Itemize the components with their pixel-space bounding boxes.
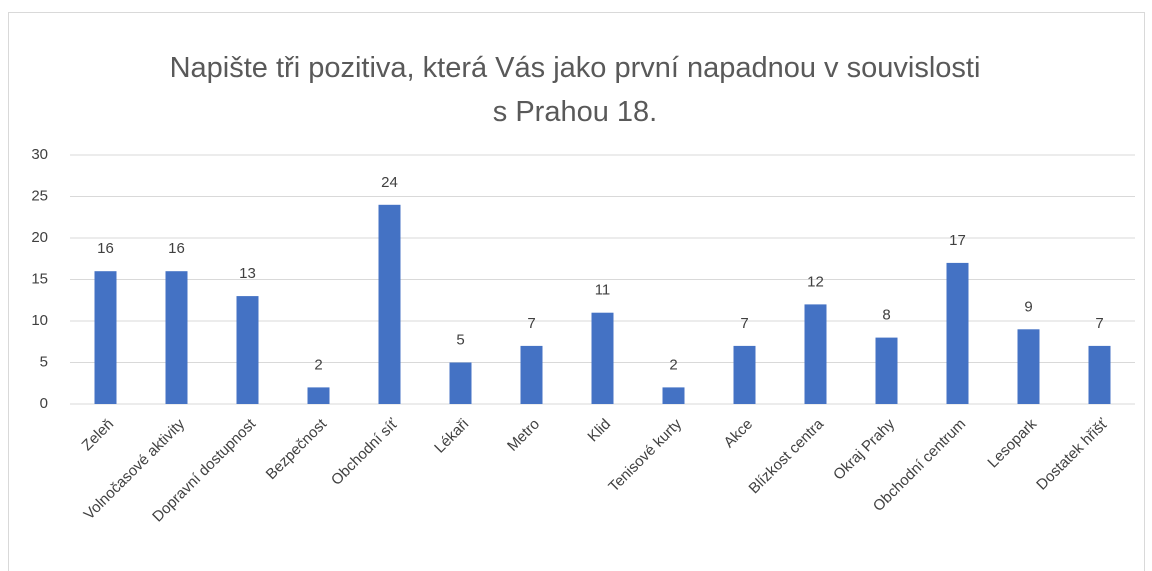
data-label: 11 bbox=[595, 282, 611, 299]
data-label: 24 bbox=[381, 174, 398, 191]
y-tick-label: 30 bbox=[31, 146, 48, 163]
bar bbox=[307, 387, 330, 404]
data-label: 12 bbox=[807, 273, 824, 290]
x-tick-label: Metro bbox=[504, 416, 543, 455]
x-tick-label: Okraj Prahy bbox=[830, 415, 898, 483]
data-label: 13 bbox=[239, 265, 256, 282]
x-tick-label: Akce bbox=[721, 416, 757, 452]
data-label: 16 bbox=[168, 240, 185, 257]
y-tick-label: 20 bbox=[31, 229, 48, 246]
bar bbox=[449, 362, 472, 404]
bar bbox=[378, 204, 401, 404]
x-tick-label: Dostatek hřišť bbox=[1033, 415, 1111, 493]
bar bbox=[94, 271, 117, 404]
x-tick-label: Lékaři bbox=[431, 416, 472, 457]
data-label: 16 bbox=[97, 240, 114, 257]
bar bbox=[165, 271, 188, 404]
x-tick-label: Bezpečnost bbox=[263, 415, 331, 483]
chart-border bbox=[8, 12, 1145, 571]
bar bbox=[236, 296, 259, 404]
y-tick-label: 5 bbox=[40, 353, 48, 370]
data-label: 2 bbox=[669, 356, 677, 373]
bar bbox=[875, 337, 898, 404]
x-tick-label: Obchodní síť bbox=[328, 415, 401, 488]
data-label: 9 bbox=[1024, 298, 1032, 315]
bar bbox=[591, 312, 614, 404]
x-tick-label: Zeleň bbox=[79, 416, 118, 455]
data-label: 17 bbox=[949, 232, 966, 249]
bar bbox=[1088, 345, 1111, 404]
y-tick-label: 15 bbox=[31, 270, 48, 287]
x-tick-label: Lesopark bbox=[984, 415, 1040, 471]
x-tick-label: Tenisové kurty bbox=[605, 415, 685, 495]
data-label: 7 bbox=[527, 315, 535, 332]
data-label: 5 bbox=[456, 331, 464, 348]
bar bbox=[733, 345, 756, 404]
x-tick-label: Blízkost centra bbox=[746, 415, 828, 497]
x-tick-label: Klid bbox=[584, 416, 614, 446]
bar bbox=[520, 345, 543, 404]
chart-title: Napište tři pozitiva, která Vás jako prv… bbox=[169, 52, 981, 128]
bar bbox=[662, 387, 685, 404]
data-label: 7 bbox=[1095, 315, 1103, 332]
y-tick-label: 25 bbox=[31, 187, 48, 204]
data-label: 8 bbox=[882, 307, 890, 324]
data-label: 7 bbox=[740, 315, 748, 332]
y-tick-label: 0 bbox=[40, 395, 48, 412]
bar bbox=[804, 304, 827, 404]
y-tick-label: 10 bbox=[31, 312, 48, 329]
bar bbox=[946, 262, 969, 404]
data-label: 2 bbox=[314, 356, 322, 373]
bar bbox=[1017, 329, 1040, 404]
